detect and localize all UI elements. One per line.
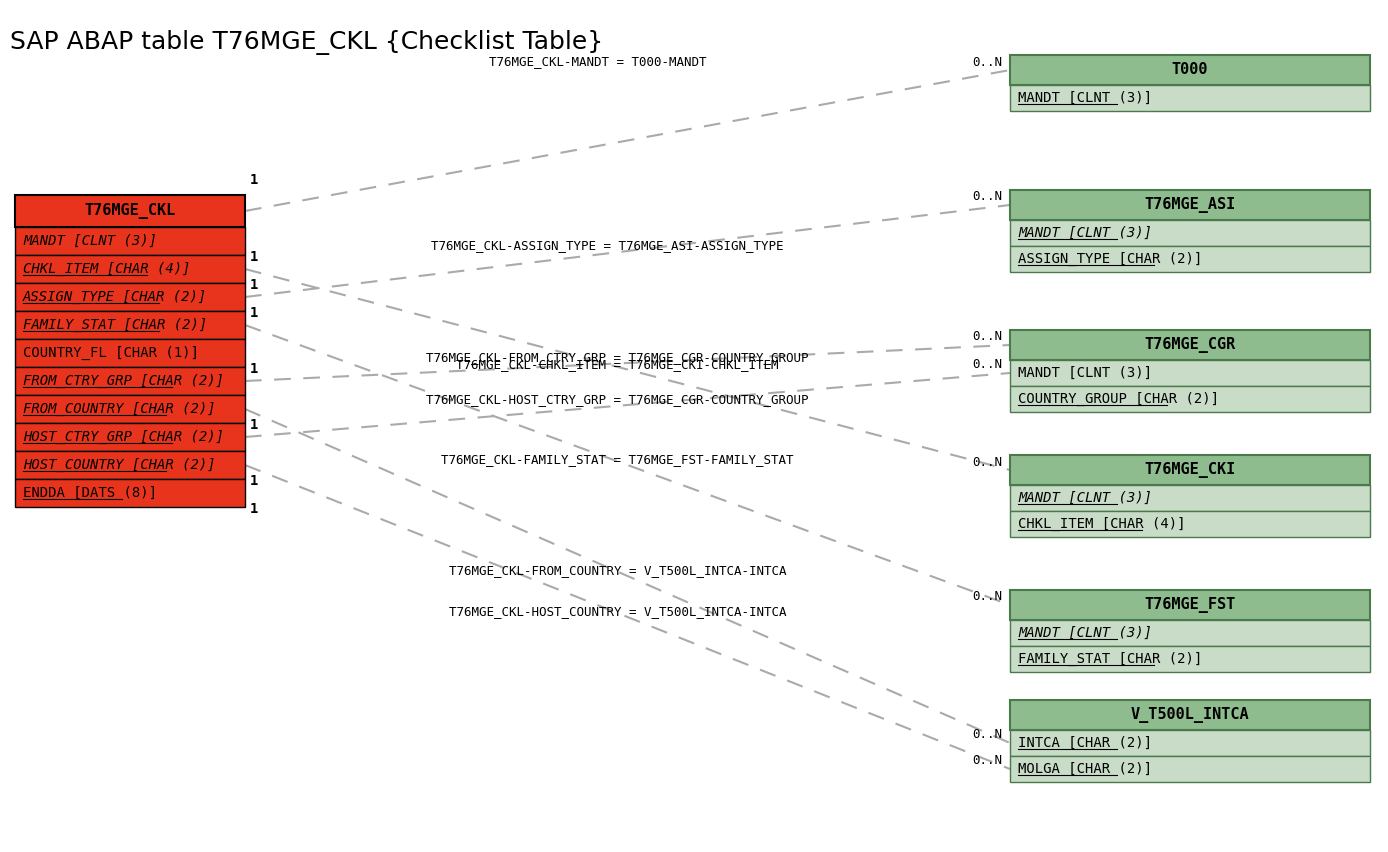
Text: 0..N: 0..N: [972, 728, 1002, 741]
Text: MANDT [CLNT (3)]: MANDT [CLNT (3)]: [1017, 91, 1152, 105]
Bar: [1010, 330, 1370, 360]
Text: T76MGE_CKL-MANDT = T000-MANDT: T76MGE_CKL-MANDT = T000-MANDT: [489, 55, 706, 68]
Text: 0..N: 0..N: [972, 331, 1002, 343]
Bar: [15, 367, 246, 395]
Text: T76MGE_CKL-FAMILY_STAT = T76MGE_FST-FAMILY_STAT: T76MGE_CKL-FAMILY_STAT = T76MGE_FST-FAMI…: [441, 453, 794, 467]
Text: FROM_CTRY_GRP [CHAR (2)]: FROM_CTRY_GRP [CHAR (2)]: [24, 374, 223, 388]
Bar: [1010, 756, 1370, 782]
Text: T76MGE_ASI: T76MGE_ASI: [1144, 197, 1235, 213]
Bar: [15, 423, 246, 451]
Text: 1: 1: [250, 250, 258, 264]
Bar: [1010, 220, 1370, 246]
Bar: [1010, 511, 1370, 537]
Bar: [1010, 620, 1370, 646]
Text: INTCA [CHAR (2)]: INTCA [CHAR (2)]: [1017, 736, 1152, 750]
Bar: [15, 479, 246, 507]
Text: CHKL_ITEM [CHAR (4)]: CHKL_ITEM [CHAR (4)]: [24, 262, 190, 276]
Text: 0..N: 0..N: [972, 191, 1002, 204]
Text: 0..N: 0..N: [972, 456, 1002, 469]
Text: T76MGE_CKL-HOST_CTRY_GRP = T76MGE_CGR-COUNTRY_GROUP: T76MGE_CKL-HOST_CTRY_GRP = T76MGE_CGR-CO…: [426, 394, 809, 406]
Text: T76MGE_CKL-FROM_CTRY_GRP = T76MGE_CGR-COUNTRY_GROUP: T76MGE_CKL-FROM_CTRY_GRP = T76MGE_CGR-CO…: [426, 352, 809, 365]
Bar: [1010, 455, 1370, 485]
Text: T76MGE_CKL-HOST_COUNTRY = V_T500L_INTCA-INTCA: T76MGE_CKL-HOST_COUNTRY = V_T500L_INTCA-…: [448, 606, 786, 619]
Text: FROM_COUNTRY [CHAR (2)]: FROM_COUNTRY [CHAR (2)]: [24, 402, 215, 416]
Text: 0..N: 0..N: [972, 359, 1002, 371]
Text: FAMILY_STAT [CHAR (2)]: FAMILY_STAT [CHAR (2)]: [1017, 652, 1202, 666]
Text: MANDT [CLNT (3)]: MANDT [CLNT (3)]: [1017, 366, 1152, 380]
Text: 1: 1: [250, 362, 258, 376]
Text: T76MGE_CKL: T76MGE_CKL: [85, 203, 176, 219]
Text: MANDT [CLNT (3)]: MANDT [CLNT (3)]: [1017, 226, 1152, 240]
Text: 0..N: 0..N: [972, 590, 1002, 603]
Text: HOST_CTRY_GRP [CHAR (2)]: HOST_CTRY_GRP [CHAR (2)]: [24, 430, 223, 444]
Text: COUNTRY_FL [CHAR (1)]: COUNTRY_FL [CHAR (1)]: [24, 346, 198, 360]
Bar: [1010, 700, 1370, 730]
Bar: [1010, 246, 1370, 272]
Text: 1: 1: [250, 474, 258, 488]
Text: CHKL_ITEM [CHAR (4)]: CHKL_ITEM [CHAR (4)]: [1017, 517, 1185, 531]
Text: T76MGE_CKL-ASSIGN_TYPE = T76MGE_ASI-ASSIGN_TYPE: T76MGE_CKL-ASSIGN_TYPE = T76MGE_ASI-ASSI…: [432, 239, 784, 252]
Text: MOLGA [CHAR (2)]: MOLGA [CHAR (2)]: [1017, 762, 1152, 776]
Bar: [15, 255, 246, 283]
Bar: [1010, 485, 1370, 511]
Text: 1: 1: [250, 502, 258, 516]
Text: ENDDA [DATS (8)]: ENDDA [DATS (8)]: [24, 486, 157, 500]
Text: 0..N: 0..N: [972, 755, 1002, 768]
Bar: [15, 451, 246, 479]
Text: HOST_COUNTRY [CHAR (2)]: HOST_COUNTRY [CHAR (2)]: [24, 458, 215, 472]
Bar: [1010, 386, 1370, 412]
Text: T76MGE_FST: T76MGE_FST: [1144, 597, 1235, 613]
Bar: [1010, 85, 1370, 111]
Text: V_T500L_INTCA: V_T500L_INTCA: [1131, 707, 1249, 723]
Text: T76MGE_CKL-FROM_COUNTRY = V_T500L_INTCA-INTCA: T76MGE_CKL-FROM_COUNTRY = V_T500L_INTCA-…: [448, 565, 786, 578]
Bar: [15, 227, 246, 255]
Text: MANDT [CLNT (3)]: MANDT [CLNT (3)]: [24, 234, 157, 248]
Bar: [1010, 730, 1370, 756]
Bar: [15, 395, 246, 423]
Bar: [1010, 55, 1370, 85]
Text: MANDT [CLNT (3)]: MANDT [CLNT (3)]: [1017, 491, 1152, 505]
Text: ASSIGN_TYPE [CHAR (2)]: ASSIGN_TYPE [CHAR (2)]: [24, 290, 207, 304]
Bar: [1010, 590, 1370, 620]
Bar: [15, 283, 246, 311]
Text: 1: 1: [250, 278, 258, 292]
Text: T76MGE_CKI: T76MGE_CKI: [1144, 462, 1235, 478]
Bar: [1010, 360, 1370, 386]
Text: 1: 1: [250, 306, 258, 320]
Text: MANDT [CLNT (3)]: MANDT [CLNT (3)]: [1017, 626, 1152, 640]
Text: SAP ABAP table T76MGE_CKL {Checklist Table}: SAP ABAP table T76MGE_CKL {Checklist Tab…: [10, 30, 604, 55]
Text: 1: 1: [250, 418, 258, 432]
Bar: [15, 195, 246, 227]
Bar: [1010, 190, 1370, 220]
Text: T76MGE_CKL-CHKL_ITEM = T76MGE_CKI-CHKL_ITEM: T76MGE_CKL-CHKL_ITEM = T76MGE_CKI-CHKL_I…: [457, 358, 779, 371]
Text: 1: 1: [250, 173, 258, 187]
Text: ASSIGN_TYPE [CHAR (2)]: ASSIGN_TYPE [CHAR (2)]: [1017, 252, 1202, 266]
Bar: [15, 311, 246, 339]
Text: T000: T000: [1171, 62, 1208, 78]
Text: COUNTRY_GROUP [CHAR (2)]: COUNTRY_GROUP [CHAR (2)]: [1017, 392, 1219, 406]
Text: T76MGE_CGR: T76MGE_CGR: [1144, 337, 1235, 353]
Text: 0..N: 0..N: [972, 55, 1002, 68]
Bar: [1010, 646, 1370, 672]
Text: FAMILY_STAT [CHAR (2)]: FAMILY_STAT [CHAR (2)]: [24, 318, 207, 332]
Bar: [15, 339, 246, 367]
